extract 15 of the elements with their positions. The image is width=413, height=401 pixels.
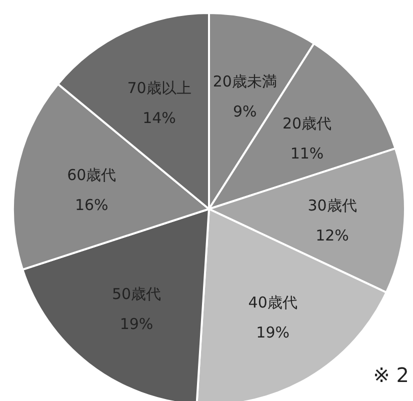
slice-label: 60歳代	[67, 166, 116, 184]
data-label: 19%	[256, 324, 290, 342]
text: ※ 2	[373, 363, 409, 387]
slice-label: 20歳代	[282, 114, 332, 133]
data-label: 11%	[290, 144, 324, 163]
slice-label: 70歳以上	[127, 79, 192, 98]
data-label: 16%	[74, 196, 108, 214]
slice-label: 40歳代	[248, 294, 298, 312]
data-label: 19%	[120, 315, 154, 334]
data-label: 9%	[233, 102, 257, 120]
data-label: 12%	[316, 226, 349, 245]
slice-label: 50歳代	[112, 285, 162, 304]
slice-label: 30歳代	[308, 196, 357, 215]
slice-label: 20歳未満	[212, 72, 277, 90]
data-label: 14%	[142, 109, 176, 128]
